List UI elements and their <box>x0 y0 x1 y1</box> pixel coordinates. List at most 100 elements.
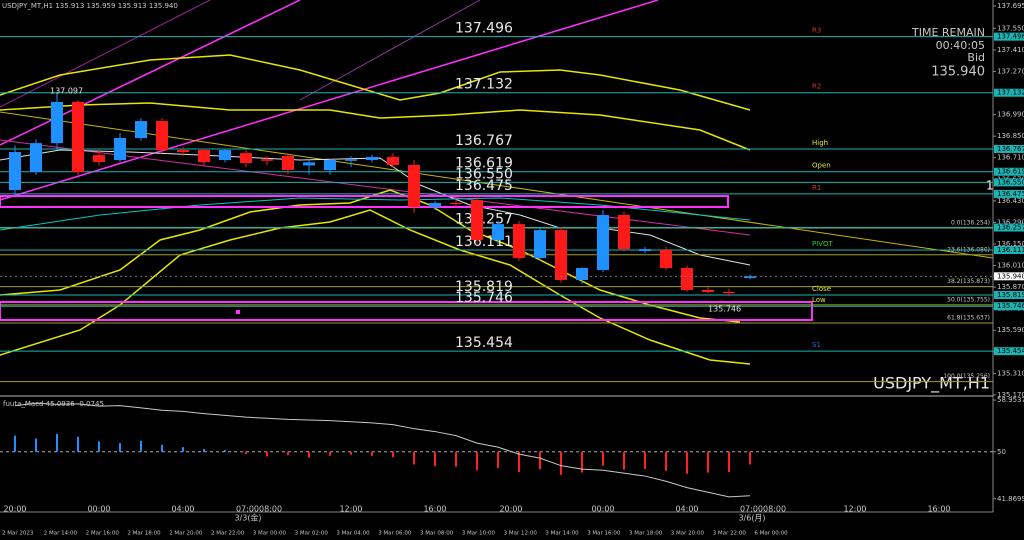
channel-line <box>0 0 211 108</box>
histogram-bar <box>224 450 226 452</box>
y-tick-label: 135.870 <box>997 283 1024 291</box>
date-label: 3 Mar 12:00 <box>504 531 538 537</box>
bid-label: Bid <box>967 51 985 64</box>
date-label: 2 Mar 14:00 <box>44 531 78 537</box>
price-tag-label: 136.257 <box>997 223 1024 231</box>
level-price: 136.550 <box>455 166 513 182</box>
histogram-bar <box>140 440 142 452</box>
histogram-bar <box>392 451 394 457</box>
pivot-label: High <box>812 139 828 147</box>
histogram-bar <box>245 451 247 455</box>
x-tick-label: 16:00 <box>423 505 446 514</box>
histogram-bar <box>266 451 268 457</box>
candle-body <box>618 215 630 250</box>
price-tag <box>994 189 1024 198</box>
price-tag-label: 136.550 <box>997 178 1024 186</box>
price-tag-label: 136.111 <box>997 246 1024 254</box>
histogram-bar <box>413 451 415 465</box>
histogram-bar <box>728 451 730 473</box>
candle-body <box>303 162 315 166</box>
annotation: 137.097 <box>50 87 83 96</box>
date-label: 3 Mar 16:00 <box>587 531 621 537</box>
pivot-label: R1 <box>812 184 821 192</box>
zone-box <box>0 301 813 321</box>
y-tick-label: 135.170 <box>997 391 1024 399</box>
price-tag <box>994 178 1024 187</box>
price-tag <box>994 144 1024 153</box>
level-price: 136.619 <box>455 156 513 172</box>
pivot-label: S1 <box>812 341 821 349</box>
date-label: 2 Mar 2023 <box>2 531 34 537</box>
level-price: 136.767 <box>455 133 513 149</box>
pivot-label: Low <box>812 296 826 304</box>
fib-label: 38.2(135.873) <box>947 278 990 285</box>
candle-body <box>534 230 546 258</box>
candle-body <box>72 101 84 173</box>
x-tick-label: 00:00 <box>591 505 614 514</box>
price-tag-label: 135.746 <box>997 302 1024 310</box>
candle-body <box>555 230 567 281</box>
date-label: 3 Mar 02:00 <box>295 531 329 537</box>
price-tag-label: 136.619 <box>997 168 1024 176</box>
channel-line <box>299 0 481 101</box>
candle-body <box>198 150 210 163</box>
histogram-bar <box>35 438 37 452</box>
day-label: 3/3(金) <box>234 513 261 523</box>
signal-line <box>14 402 751 498</box>
symbol-info: USDJPY_MT,H1 135.913 135.959 135.913 135… <box>2 2 178 10</box>
candle-body <box>660 249 672 269</box>
pivot-label: R2 <box>812 83 821 91</box>
price-tag-label: 136.767 <box>997 145 1024 153</box>
level-price: 136.111 <box>455 234 513 250</box>
y-tick-label: 137.410 <box>997 46 1024 54</box>
price-tag <box>994 167 1024 176</box>
candle-body <box>576 268 588 281</box>
last-price-tag <box>994 272 1024 281</box>
histogram-bar <box>497 451 499 468</box>
y-tick-label: 137.550 <box>997 24 1024 32</box>
candle-body <box>387 156 399 165</box>
marker-label: 1 <box>986 179 994 193</box>
histogram-bar <box>161 444 163 452</box>
date-label: 3 Mar 04:00 <box>336 531 370 537</box>
y-tick-label: 136.430 <box>997 197 1024 205</box>
candle-body <box>240 153 252 163</box>
day-label: 3/6(月) <box>738 514 765 523</box>
candle-body <box>639 249 651 252</box>
histogram-bar <box>56 433 58 452</box>
pivot-label: Close <box>812 285 831 293</box>
date-label: 3 Mar 08:00 <box>420 531 454 537</box>
pivot-label: Open <box>812 162 831 170</box>
candle-body <box>345 159 357 161</box>
histogram-bar <box>749 451 751 465</box>
x-tick-label: 07:0008:00 <box>236 505 282 514</box>
candle-body <box>30 143 42 173</box>
y-tick-label: 135.310 <box>997 369 1024 377</box>
date-label: 3 Mar 14:00 <box>545 531 579 537</box>
channel-line <box>0 0 301 146</box>
candle-body <box>282 156 294 171</box>
price-tag-label: 137.132 <box>997 89 1024 97</box>
candle-body <box>702 290 714 293</box>
fib-label: 100.0(135.256) <box>943 373 990 380</box>
time-remain: 00:40:05 <box>936 39 985 52</box>
candle-body <box>324 160 336 171</box>
candle-body <box>177 150 189 153</box>
last-price-label: 135.940 <box>997 272 1024 280</box>
y-tick-label: 136.290 <box>997 218 1024 226</box>
histogram-bar <box>581 451 583 473</box>
watermark: USDJPY_MT,H1 <box>873 374 990 394</box>
candle-body <box>219 150 231 161</box>
candle-body <box>513 224 525 258</box>
price-tag <box>994 32 1024 41</box>
histogram-bar <box>434 451 436 467</box>
y-tick-label: 135.590 <box>997 326 1024 334</box>
x-tick-label: 07:0008:00 <box>740 505 786 514</box>
histogram-bar <box>203 448 205 452</box>
candle-body <box>114 138 126 161</box>
candle-body <box>744 276 756 279</box>
date-label: 3 Mar 18:00 <box>629 531 663 537</box>
price-tag-label: 135.454 <box>997 347 1024 355</box>
